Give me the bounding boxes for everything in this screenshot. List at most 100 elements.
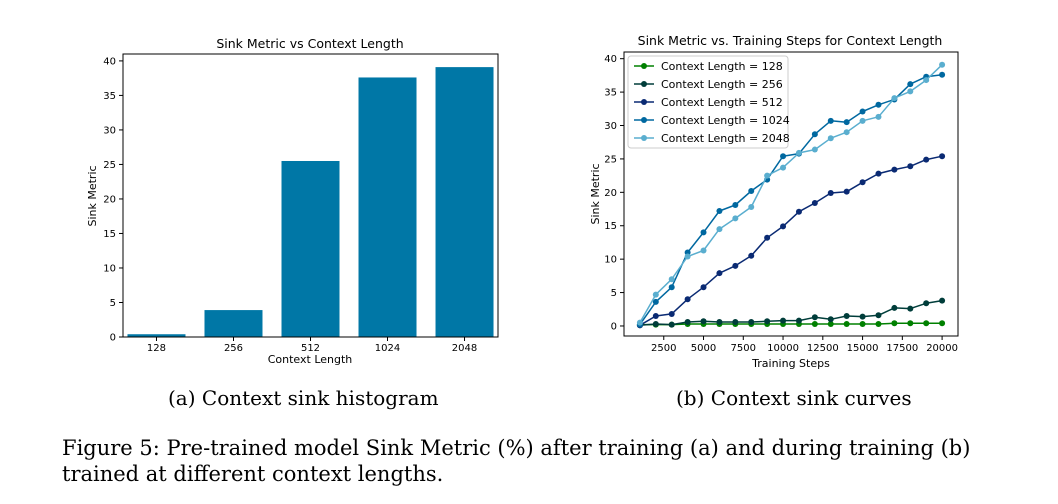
series-point bbox=[827, 189, 834, 196]
series-point bbox=[732, 262, 739, 269]
x-tick-label: 7500 bbox=[731, 343, 756, 354]
series-point bbox=[811, 200, 818, 207]
legend-label: Context Length = 256 bbox=[661, 78, 783, 91]
series-point bbox=[843, 188, 850, 195]
y-tick-label: 25 bbox=[103, 160, 116, 171]
series-point bbox=[652, 291, 659, 298]
y-tick-label: 5 bbox=[110, 298, 116, 309]
series-point bbox=[700, 247, 707, 254]
series-point bbox=[923, 77, 930, 84]
series-point bbox=[843, 129, 850, 136]
y-tick-label: 35 bbox=[604, 88, 617, 99]
bar-chart: Sink Metric vs Context Length 128 256 512 1… bbox=[86, 36, 499, 366]
series-point bbox=[700, 284, 707, 291]
bar-256 bbox=[204, 310, 263, 337]
series-point bbox=[891, 320, 898, 327]
series-point bbox=[668, 321, 675, 328]
series-point bbox=[700, 318, 707, 325]
bar-chart-plot: 128 256 512 1024 2048 0 5 10 15 20 25 30 35 40 bbox=[103, 56, 494, 354]
series-point bbox=[668, 276, 675, 283]
series-point bbox=[668, 310, 675, 317]
series-point bbox=[668, 284, 675, 291]
y-tick-label: 25 bbox=[604, 154, 617, 165]
series-point bbox=[716, 270, 723, 277]
series-point bbox=[907, 81, 914, 88]
series-point bbox=[811, 314, 818, 321]
subcaption-a: (a) Context sink histogram bbox=[168, 386, 439, 410]
legend-marker bbox=[641, 99, 647, 105]
legend-entry: Context Length = 512 bbox=[634, 96, 783, 109]
series-point bbox=[684, 296, 691, 303]
series-point bbox=[875, 312, 882, 319]
legend-label: Context Length = 128 bbox=[661, 60, 783, 73]
legend-marker bbox=[641, 63, 647, 69]
x-tick-label: 2500 bbox=[651, 343, 676, 354]
series-point bbox=[939, 71, 946, 78]
x-tick-label: 10000 bbox=[767, 343, 799, 354]
series-point bbox=[907, 305, 914, 312]
line-chart: Sink Metric vs. Training Steps for Conte… bbox=[589, 33, 959, 370]
series-point bbox=[875, 101, 882, 108]
series-point bbox=[907, 88, 914, 95]
series-point bbox=[811, 146, 818, 153]
x-tick-label: 256 bbox=[224, 343, 243, 354]
series-point bbox=[748, 187, 755, 194]
series-point bbox=[764, 318, 771, 325]
series-point bbox=[827, 320, 834, 327]
series-point bbox=[891, 95, 898, 102]
x-tick-label: 128 bbox=[147, 343, 166, 354]
series-point bbox=[891, 304, 898, 311]
line-chart-title: Sink Metric vs. Training Steps for Conte… bbox=[638, 33, 943, 48]
series-point bbox=[716, 318, 723, 325]
bar-chart-title: Sink Metric vs Context Length bbox=[216, 36, 403, 51]
series-point bbox=[939, 320, 946, 327]
y-tick-label: 15 bbox=[604, 221, 617, 232]
series-point bbox=[843, 320, 850, 327]
series-point bbox=[684, 318, 691, 325]
series-point bbox=[636, 319, 643, 326]
bar-chart-ylabel: Sink Metric bbox=[86, 165, 99, 226]
series-point bbox=[795, 208, 802, 215]
series-point bbox=[875, 170, 882, 177]
series-point bbox=[811, 131, 818, 138]
x-tick-label: 512 bbox=[301, 343, 320, 354]
series-point bbox=[827, 135, 834, 142]
legend-marker bbox=[641, 117, 647, 123]
series-point bbox=[907, 163, 914, 170]
series-point bbox=[811, 320, 818, 327]
series-point bbox=[732, 318, 739, 325]
series-point bbox=[859, 117, 866, 124]
subcaption-b: (b) Context sink curves bbox=[676, 386, 912, 410]
series-point bbox=[875, 113, 882, 120]
y-tick-label: 0 bbox=[110, 333, 116, 344]
series-point bbox=[780, 153, 787, 160]
legend-entry: Context Length = 1024 bbox=[634, 114, 790, 127]
bar-512 bbox=[281, 160, 340, 337]
x-tick-label: 5000 bbox=[691, 343, 716, 354]
line-chart-plot: 2500 5000 7500 10000 12500 15000 17500 20000 0 5 1… bbox=[604, 54, 958, 354]
series-point bbox=[780, 317, 787, 324]
series-point bbox=[923, 320, 930, 327]
series-point bbox=[748, 252, 755, 259]
bar-chart-frame bbox=[122, 53, 499, 338]
series-point bbox=[795, 317, 802, 324]
series-line-5 bbox=[636, 61, 946, 326]
series-point bbox=[827, 316, 834, 323]
x-tick-label: 15000 bbox=[847, 343, 879, 354]
series-point bbox=[716, 208, 723, 215]
legend-label: Context Length = 512 bbox=[661, 96, 783, 109]
series-point bbox=[652, 312, 659, 319]
legend-label: Context Length = 2048 bbox=[661, 132, 790, 145]
line-chart-frame bbox=[623, 51, 959, 337]
bar-1024 bbox=[358, 77, 417, 337]
legend-marker bbox=[641, 135, 647, 141]
y-tick-label: 10 bbox=[103, 263, 116, 274]
x-tick-label: 20000 bbox=[926, 343, 958, 354]
y-tick-label: 40 bbox=[103, 56, 116, 67]
line-chart-xlabel: Training Steps bbox=[751, 357, 830, 370]
figure-caption: Figure 5: Pre-trained model Sink Metric … bbox=[62, 436, 971, 486]
series-point bbox=[684, 253, 691, 260]
series-point bbox=[652, 320, 659, 327]
y-tick-label: 20 bbox=[103, 194, 116, 205]
